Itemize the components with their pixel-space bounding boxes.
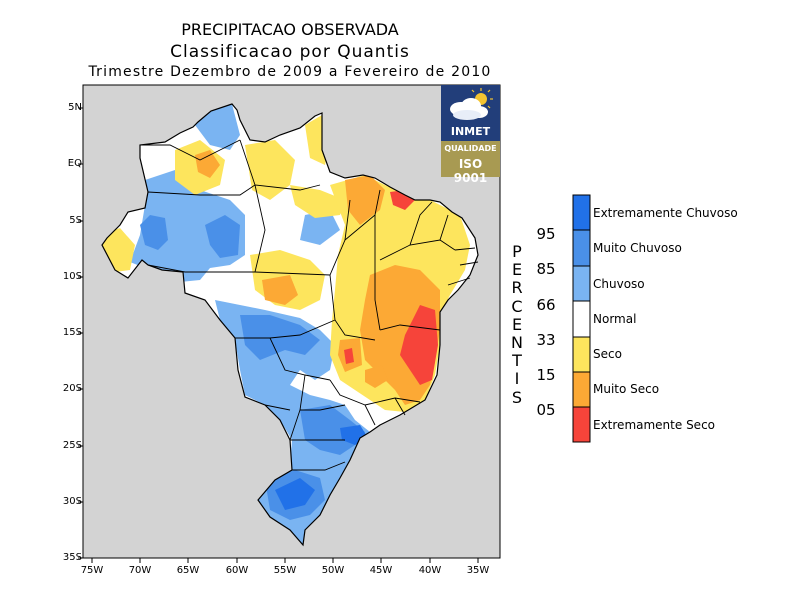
y-tick-label: 30S	[62, 496, 82, 507]
legend-label-extremamente-seco: Extremamente Seco	[593, 418, 716, 432]
x-tick-label: 55W	[273, 565, 297, 576]
muito-seco-region-mt	[262, 275, 298, 305]
percentis-letter: R	[511, 278, 523, 298]
y-tick-label: 25S	[62, 440, 82, 451]
y-tick-label: 20S	[62, 383, 82, 394]
map-subtitle: Classificacao por Quantis	[170, 42, 410, 62]
cloud-sun-icon	[450, 88, 493, 120]
map-title: PRECIPITACAO OBSERVADA	[181, 20, 399, 39]
percentis-letter: N	[511, 333, 523, 352]
muito-seco-region-amazon	[195, 150, 220, 178]
muito-seco-region-para	[345, 175, 385, 225]
y-tick-label: 15S	[62, 327, 82, 338]
brazil-outline	[101, 103, 479, 547]
percentile-value: 85	[536, 260, 556, 278]
chuvoso-region-west	[130, 170, 245, 282]
percentile-value: 95	[536, 225, 556, 243]
percentis-letter: I	[514, 369, 520, 389]
logo-top-panel: INMET	[441, 85, 500, 141]
legend-swatch-normal	[572, 300, 591, 338]
y-tick-label: 5S	[69, 215, 82, 226]
legend-swatch-muito-seco	[572, 371, 591, 408]
logo-iso-text: ISO 9001	[453, 157, 488, 185]
logo-quality-panel: QUALIDADE ISO 9001	[441, 141, 500, 185]
x-tick-label: 45W	[369, 565, 393, 576]
muito-chuvoso-region-amazon	[140, 215, 168, 250]
extremamente-seco-region-go-spot	[344, 348, 354, 364]
percentis-letter: E	[511, 314, 523, 334]
x-tick-label: 60W	[225, 565, 249, 576]
legend-swatch-extremamente-chuvoso	[572, 194, 591, 231]
map-period: Trimestre Dezembro de 2009 a Fevereiro d…	[88, 64, 492, 80]
chuvoso-region-center	[300, 210, 340, 245]
seco-region-para	[290, 185, 345, 218]
state-boundaries	[140, 139, 479, 471]
percentile-value: 33	[536, 331, 556, 349]
inmet-logo: INMET QUALIDADE ISO 9001	[441, 85, 500, 185]
chuvoso-region-southwest	[215, 300, 370, 545]
muito-seco-region-mg-spot	[365, 365, 388, 388]
muito-chuvoso-region-mt	[240, 315, 320, 360]
legend-swatch-extremamente-seco	[572, 406, 591, 443]
classification-regions	[102, 104, 470, 545]
percentis-letter: E	[511, 260, 523, 280]
extremamente-seco-region-bahia	[400, 305, 438, 385]
legend-swatch-chuvoso	[572, 265, 591, 302]
y-tick-label: EQ	[67, 158, 82, 169]
legend-label-chuvoso: Chuvoso	[593, 277, 645, 291]
legend-colorbar	[572, 194, 591, 443]
percentis-letter: S	[511, 387, 523, 407]
axis-ticks	[78, 107, 479, 563]
muito-chuvoso-region-amazon2	[205, 215, 240, 258]
y-tick-label: 35S	[62, 552, 82, 563]
percentis-letter: P	[512, 242, 522, 261]
extremamente-chuvoso-region-rs	[275, 478, 315, 510]
percentis-letter: T	[512, 351, 522, 371]
y-tick-label: 5N	[68, 102, 82, 113]
legend-label-extremamente-chuvoso: Extremamente Chuvoso	[593, 206, 738, 220]
percentile-value: 05	[536, 401, 556, 419]
x-tick-label: 50W	[321, 565, 345, 576]
legend-label-normal: Normal	[593, 312, 637, 326]
percentile-value: 66	[536, 296, 556, 314]
x-tick-label: 75W	[80, 565, 104, 576]
percentile-value: 15	[536, 366, 556, 384]
percentis-letter: C	[511, 296, 523, 316]
legend-label-seco: Seco	[593, 347, 622, 361]
logo-quality-text: QUALIDADE	[444, 144, 497, 153]
legend-label-muito-chuvoso: Muito Chuvoso	[593, 241, 682, 255]
x-tick-label: 65W	[176, 565, 200, 576]
legend-swatch-seco	[572, 336, 591, 373]
x-tick-label: 40W	[418, 565, 442, 576]
logo-name: INMET	[450, 125, 491, 138]
x-tick-label: 35W	[466, 565, 490, 576]
legend-label-muito-seco: Muito Seco	[593, 382, 660, 396]
y-tick-label: 10S	[62, 271, 82, 282]
x-tick-label: 70W	[128, 565, 152, 576]
legend-swatch-muito-chuvoso	[572, 229, 591, 267]
